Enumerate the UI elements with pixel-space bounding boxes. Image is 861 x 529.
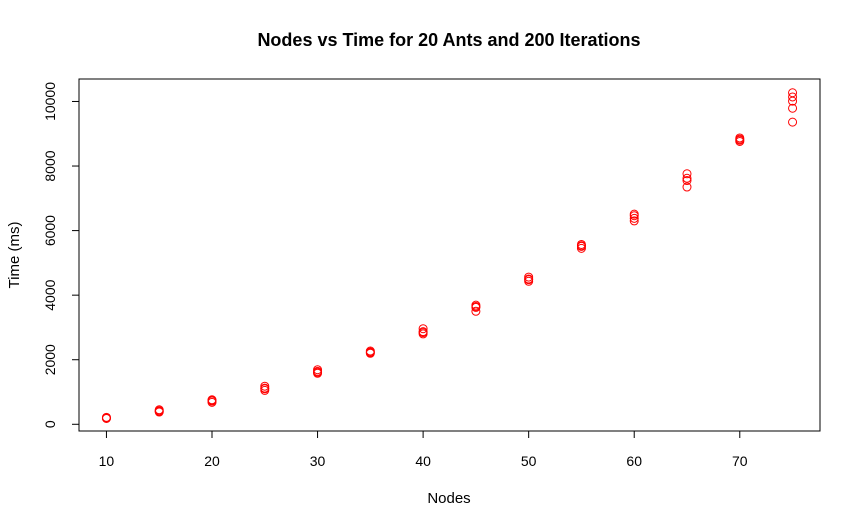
chart-title: Nodes vs Time for 20 Ants and 200 Iterat… [257,30,640,50]
plot-frame [78,78,821,432]
data-point [788,103,798,113]
data-point [788,92,798,102]
data-point [629,209,639,219]
y-tick-label: 10000 [42,82,58,121]
data-point [735,133,745,143]
data-point [788,88,798,98]
data-point [418,324,428,334]
y-axis-label: Time (ms) [6,222,23,289]
data-point [207,395,217,405]
data-point [735,135,745,145]
y-tick-label: 6000 [42,215,58,246]
data-point [418,328,428,338]
data-point [682,182,692,192]
data-point [260,381,270,391]
y-tick-label: 4000 [42,279,58,310]
data-point [682,176,692,186]
y-tick-label: 8000 [42,150,58,181]
data-point [154,406,164,416]
y-axis: 0 2000 4000 6000 8000 10000 [42,82,80,428]
x-tick-label: 50 [521,453,537,469]
data-points [101,88,798,423]
x-tick-label: 70 [732,453,748,469]
data-point [365,348,375,358]
data-point [471,301,481,311]
data-point [101,413,111,423]
data-point [682,173,692,183]
data-point [524,272,534,282]
x-axis-label: Nodes [427,490,470,507]
x-tick-label: 20 [204,453,220,469]
x-tick-label: 40 [415,453,431,469]
x-tick-label: 30 [310,453,326,469]
data-point [629,216,639,226]
data-point [576,241,586,251]
data-point [471,306,481,316]
data-point [313,365,323,375]
data-point [629,213,639,223]
data-point [313,367,323,377]
data-point [524,275,534,285]
data-point [260,384,270,394]
y-tick-label: 2000 [42,344,58,375]
x-tick-label: 10 [99,453,115,469]
x-tick-label: 60 [626,453,642,469]
y-tick-label: 0 [42,420,58,428]
data-point [788,117,798,127]
x-axis: 10 20 30 40 50 60 70 [99,430,748,469]
data-point [682,169,692,179]
